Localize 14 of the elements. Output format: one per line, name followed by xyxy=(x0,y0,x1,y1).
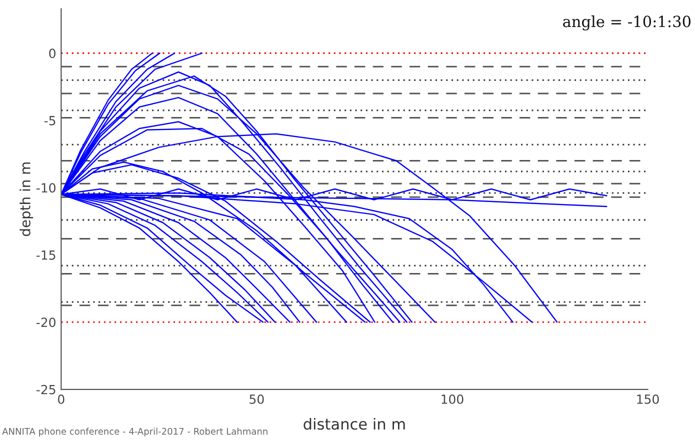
text: ANNITA phone conference - 4-April-2017 - Robert Lahmann xyxy=(2,428,268,436)
y-tick-label: -20 xyxy=(36,318,56,328)
y-tick-label: -15 xyxy=(36,250,56,260)
x-tick-label: 50 xyxy=(250,394,264,404)
x-tick-label: 0 xyxy=(58,394,64,404)
annotation: angle = -10:1:30 xyxy=(563,15,691,30)
x-tick-label: 150 xyxy=(637,394,659,404)
y-axis-title: depth in m xyxy=(20,162,34,236)
y-tick-label: -25 xyxy=(36,384,56,394)
y-tick-label: -5 xyxy=(44,116,56,126)
x-axis-title: distance in m xyxy=(304,418,405,430)
y-tick-label: 0 xyxy=(49,48,56,58)
y-tick-label: -10 xyxy=(36,183,56,193)
x-tick-label: 100 xyxy=(442,394,464,404)
